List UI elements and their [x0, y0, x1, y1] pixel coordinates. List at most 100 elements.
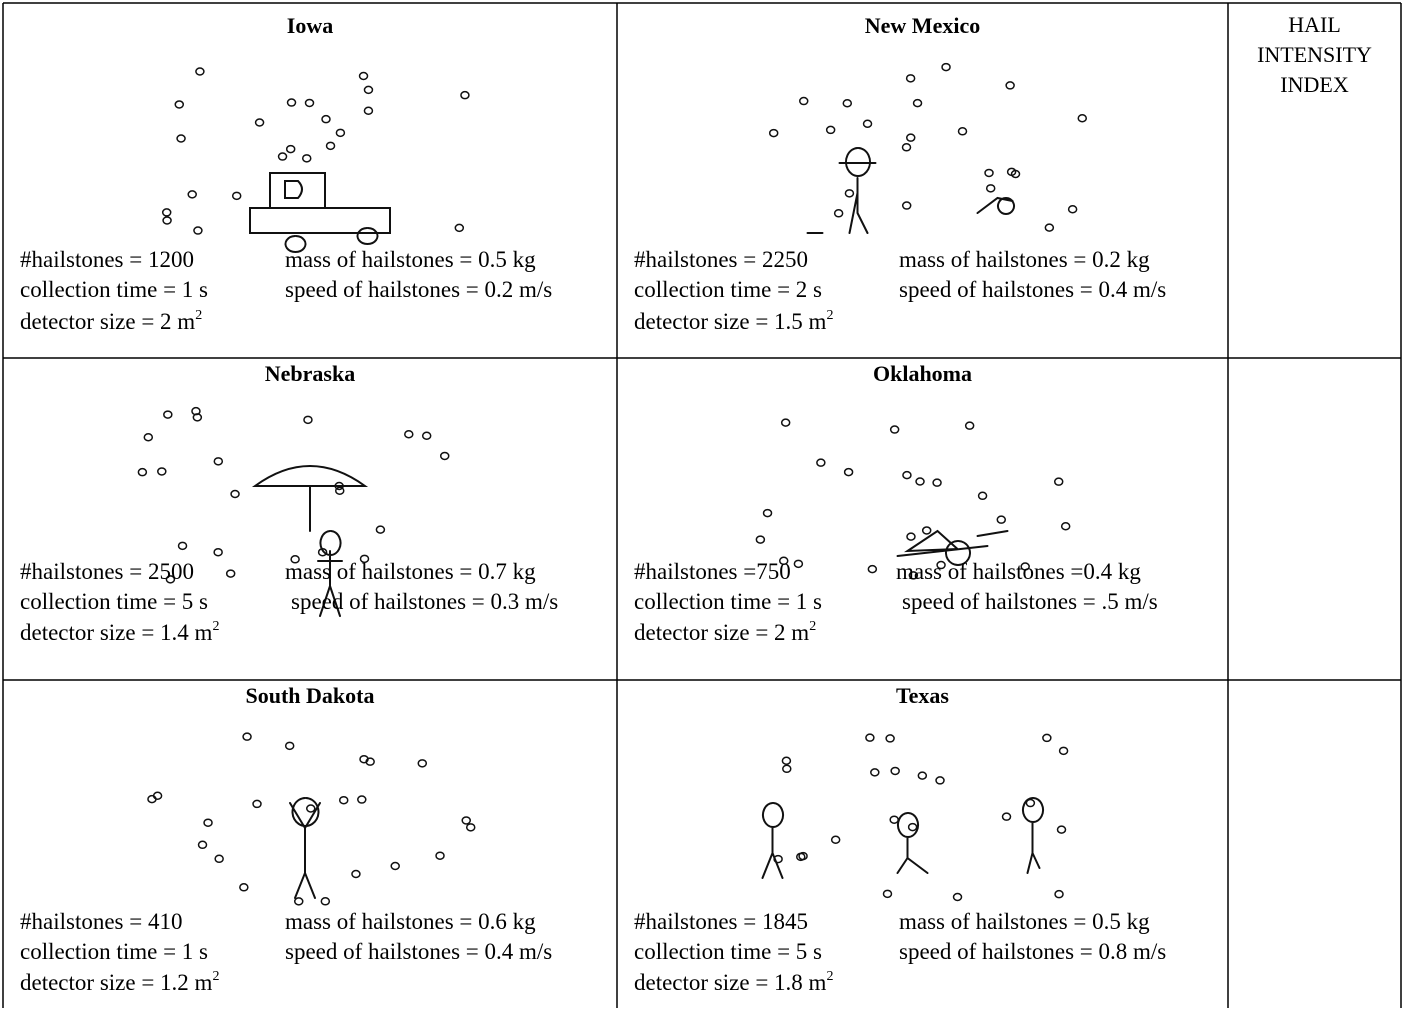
hailstone: [1055, 891, 1063, 898]
hailstone: [936, 777, 944, 784]
hailstone: [756, 536, 764, 543]
header-line: INDEX: [1228, 70, 1401, 100]
hailstone: [942, 64, 950, 71]
hailstone: [322, 116, 330, 123]
state-cell: South Dakota#hailstones = 410mass of hai…: [3, 680, 617, 1010]
mass: mass of hailstones = 0.7 kg: [285, 557, 536, 587]
figure: [763, 798, 1044, 878]
hailstone: [327, 142, 335, 149]
hailstone: [1045, 224, 1053, 231]
hailstone-count: #hailstones = 410: [20, 907, 182, 937]
hailstone: [764, 510, 772, 517]
hailstone: [288, 99, 296, 106]
hailstone: [843, 100, 851, 107]
hailstone: [1060, 747, 1068, 754]
speed: speed of hailstones = 0.8 m/s: [899, 937, 1166, 967]
hailstone: [204, 819, 212, 826]
hailstone: [436, 852, 444, 859]
detector-size: detector size = 2 m2: [20, 307, 202, 337]
hailstone: [231, 491, 239, 498]
hailstone: [163, 209, 171, 216]
hailstone: [891, 767, 899, 774]
hailstone: [158, 468, 166, 475]
hailstone: [866, 734, 874, 741]
state-cell: Nebraska#hailstones = 2500mass of hailst…: [3, 358, 617, 680]
sketch: [148, 733, 475, 905]
hailstone: [890, 816, 898, 823]
hailstone: [405, 431, 413, 438]
hailstone: [907, 75, 915, 82]
hailstone: [817, 459, 825, 466]
hailstone: [1058, 826, 1066, 833]
hailstone: [959, 128, 967, 135]
detector-size-text: detector size = 2 m: [634, 620, 809, 645]
speed: speed of hailstones = 0.4 m/s: [899, 275, 1166, 305]
hailstone: [306, 99, 314, 106]
detector-size-text: detector size = 1.8 m: [634, 970, 826, 995]
hailstone: [782, 419, 790, 426]
collection-time: collection time = 5 s: [20, 587, 208, 617]
detector-exponent: 2: [826, 969, 833, 984]
hailstone: [243, 733, 251, 740]
hailstone: [286, 742, 294, 749]
hailstone-count: #hailstones = 2500: [20, 557, 194, 587]
hailstone-count: #hailstones =750: [634, 557, 791, 587]
hailstone: [827, 126, 835, 133]
mass: mass of hailstones = 0.2 kg: [899, 245, 1150, 275]
hailstone: [1026, 800, 1034, 807]
hailstone: [307, 805, 315, 812]
hailstone: [177, 135, 185, 142]
hailstone: [164, 411, 172, 418]
hailstone: [233, 192, 241, 199]
hailstone: [352, 871, 360, 878]
hailstone: [871, 769, 879, 776]
figure: [250, 173, 390, 252]
hailstone: [175, 101, 183, 108]
hailstone: [868, 566, 876, 573]
hailstone: [287, 146, 295, 153]
hailstone: [782, 757, 790, 764]
detector-exponent: 2: [826, 308, 833, 323]
hailstone: [903, 144, 911, 151]
hailstone: [933, 479, 941, 486]
hailstone: [997, 516, 1005, 523]
index-header: HAILINTENSITYINDEX: [1228, 10, 1401, 100]
hailstone: [845, 190, 853, 197]
figure: [808, 148, 1015, 233]
speed: speed of hailstones = 0.3 m/s: [291, 587, 558, 617]
hailstone: [794, 560, 802, 567]
hailstone: [916, 478, 924, 485]
hailstone: [923, 527, 931, 534]
mass: mass of hailstones = 0.5 kg: [285, 245, 536, 275]
hailstone: [883, 890, 891, 897]
hailstone: [1062, 523, 1070, 530]
hailstone: [304, 416, 312, 423]
hailstone: [423, 432, 431, 439]
hailstone: [188, 191, 196, 198]
sketch: [756, 419, 1069, 579]
hailstone: [321, 898, 329, 905]
hailstone: [954, 894, 962, 901]
hailstone-count: #hailstones = 2250: [634, 245, 808, 275]
speed: speed of hailstones = 0.2 m/s: [285, 275, 552, 305]
hailstone: [336, 129, 344, 136]
hailstone: [215, 855, 223, 862]
hailstone: [199, 841, 207, 848]
sketch: [163, 68, 469, 252]
hailstone: [358, 796, 366, 803]
state-cell: Oklahoma#hailstones =750mass of hailston…: [617, 358, 1228, 680]
hailstone: [376, 526, 384, 533]
hailstone: [985, 169, 993, 176]
detector-size: detector size = 1.2 m2: [20, 968, 219, 998]
hailstone: [194, 227, 202, 234]
hailstone: [303, 155, 311, 162]
detector-size: detector size = 1.4 m2: [20, 618, 219, 648]
detector-size-text: detector size = 1.2 m: [20, 970, 212, 995]
hailstone: [783, 765, 791, 772]
detector-size-text: detector size = 1.5 m: [634, 309, 826, 334]
detector-size: detector size = 1.5 m2: [634, 307, 833, 337]
detector-exponent: 2: [212, 619, 219, 634]
hailstone: [240, 884, 248, 891]
collection-time: collection time = 1 s: [20, 275, 208, 305]
detector-size-text: detector size = 1.4 m: [20, 620, 212, 645]
